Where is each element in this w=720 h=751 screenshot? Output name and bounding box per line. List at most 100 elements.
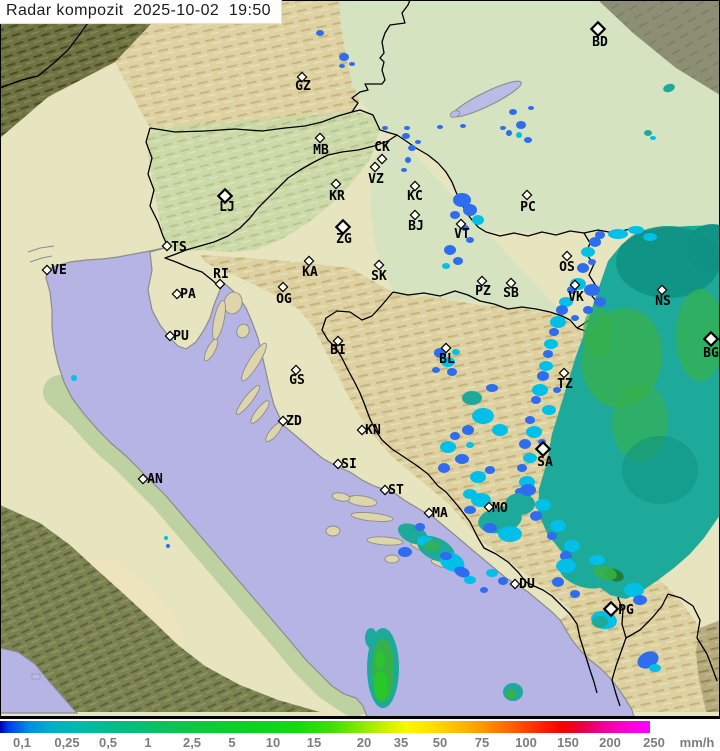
city-label-ve: VE <box>51 263 67 278</box>
precip-cell <box>401 168 407 172</box>
precip-cell <box>628 226 644 234</box>
city-label-bl: BL <box>439 352 455 367</box>
border-sava <box>392 290 578 329</box>
island <box>350 512 394 522</box>
city-label-du: DU <box>519 577 535 592</box>
precip-cell <box>466 442 474 448</box>
precip-cell <box>571 315 579 321</box>
city-label-pc: PC <box>520 200 536 215</box>
precip-cell <box>509 109 517 115</box>
city-marker-ts <box>161 240 173 252</box>
precip-cell <box>472 408 494 424</box>
precip-cell <box>539 361 553 371</box>
precip-cell <box>442 263 450 269</box>
precip-cell <box>519 439 531 449</box>
precip-cell <box>650 136 656 140</box>
precip-cell <box>593 565 617 581</box>
city-marker-pc <box>521 189 533 201</box>
precip-cell <box>500 126 506 130</box>
adriatic-sea <box>45 246 635 717</box>
city-marker-mb <box>314 132 326 144</box>
legend-tick-100: 100 <box>515 735 537 750</box>
city-marker-si <box>332 458 344 470</box>
city-label-pg: PG <box>618 603 634 618</box>
city-label-bj: BJ <box>408 219 424 234</box>
city-marker-ns <box>656 284 668 296</box>
precip-cell <box>542 405 556 415</box>
city-label-mb: MB <box>313 143 329 158</box>
precip-cell <box>577 263 589 273</box>
city-marker-an <box>137 473 149 485</box>
outside-range-alps <box>0 0 172 138</box>
precip-cell <box>570 492 630 548</box>
plain-pannonia <box>330 0 720 233</box>
city-marker-sk <box>373 259 385 271</box>
precip-cell <box>164 536 168 540</box>
city-marker-sa <box>534 440 552 458</box>
precip-cell <box>535 499 551 511</box>
city-marker-kn <box>356 424 368 436</box>
precip-cell <box>622 436 698 504</box>
legend-tick-35: 35 <box>393 735 409 750</box>
legend-tick-2_5: 2,5 <box>182 735 202 750</box>
precip-cell <box>485 466 495 474</box>
city-marker-gz <box>296 71 308 83</box>
city-label-bg: BG <box>703 346 719 361</box>
city-marker-st <box>379 484 391 496</box>
city-label-st: ST <box>388 483 404 498</box>
precip-cell <box>483 523 497 533</box>
precip-cell <box>404 126 410 130</box>
hills-slovenia <box>146 112 380 252</box>
city-label-kn: KN <box>365 423 381 438</box>
city-label-pa: PA <box>180 287 196 302</box>
city-marker-os <box>561 250 573 262</box>
precip-cell <box>506 689 516 699</box>
precip-cell <box>526 426 542 438</box>
precip-cell <box>516 132 522 138</box>
precip-cell <box>552 577 564 587</box>
border-austria-slovenia <box>149 111 353 133</box>
border-montenegro-west <box>525 581 598 694</box>
outside-range-southeast <box>696 620 720 712</box>
precip-cell <box>553 387 561 393</box>
city-label-bd: BD <box>592 35 608 50</box>
city-marker-gs <box>290 364 302 376</box>
precip-cell <box>486 384 498 392</box>
precip-cell <box>398 547 412 557</box>
border-austria-hungary <box>351 0 411 113</box>
precip-cell <box>594 297 606 307</box>
precip-cell <box>564 540 580 552</box>
precip-cell <box>375 651 385 669</box>
precip-cell <box>583 306 593 314</box>
city-label-zd: ZD <box>286 414 302 429</box>
city-label-mo: MO <box>492 501 508 516</box>
precip-cell <box>460 124 466 128</box>
precip-cell <box>405 157 411 163</box>
border-serbia-kosovo <box>667 593 718 682</box>
precip-cell <box>440 441 456 453</box>
city-marker-ri <box>214 278 226 290</box>
city-label-pz: PZ <box>475 284 491 299</box>
city-label-zg: ZG <box>336 232 352 247</box>
city-marker-bg <box>702 330 720 348</box>
dinaric-mountains <box>200 255 640 640</box>
precip-cell <box>498 577 508 585</box>
precip-cell <box>166 544 170 548</box>
city-label-og: OG <box>276 292 292 307</box>
outside-range-northeast <box>598 0 720 95</box>
precip-cell <box>365 628 377 648</box>
tyrrhenian-sea <box>0 647 79 714</box>
precip-cell <box>470 471 486 483</box>
border-slovenia-croatia <box>164 109 398 288</box>
legend-tick-0_1: 0,1 <box>12 735 32 750</box>
precip-cell <box>432 367 440 373</box>
precip-cell <box>316 30 324 36</box>
city-marker-og <box>277 281 289 293</box>
precip-cell <box>516 121 526 129</box>
city-label-os: OS <box>559 260 575 275</box>
city-marker-pa <box>171 288 183 300</box>
precip-cell <box>544 339 558 349</box>
precip-cell <box>532 384 548 396</box>
precip-cell <box>349 62 355 66</box>
precip-cell <box>452 349 460 355</box>
